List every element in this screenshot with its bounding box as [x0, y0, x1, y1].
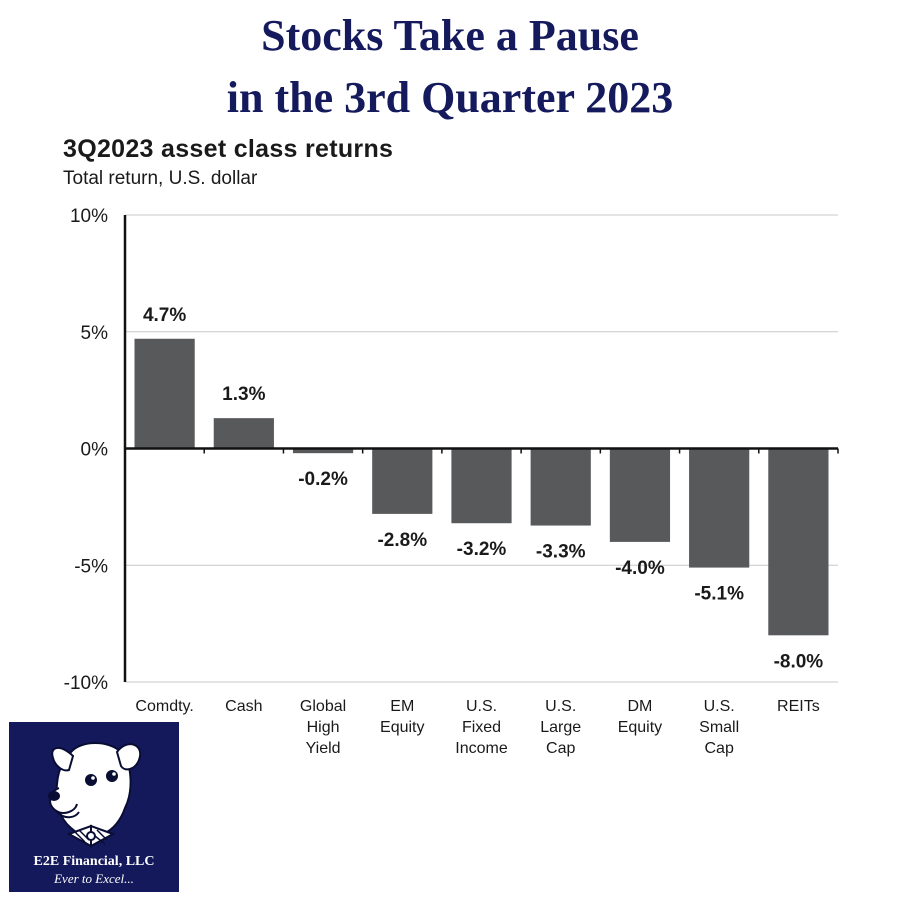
x-category-label: Yield [306, 740, 341, 757]
headline-line-1: Stocks Take a Pause [261, 11, 639, 60]
data-label: -8.0% [774, 651, 824, 672]
headline-line-2: in the 3rd Quarter 2023 [226, 73, 674, 122]
bar [530, 448, 591, 526]
data-label: -4.0% [615, 558, 665, 579]
x-category-label: Global [300, 698, 346, 715]
bar [689, 448, 750, 568]
data-label: 1.3% [222, 384, 265, 405]
bar [768, 448, 829, 636]
x-category-label: Comdty. [135, 698, 193, 715]
bar [134, 338, 195, 449]
x-category-label: Small [699, 719, 739, 736]
bar [213, 418, 274, 449]
y-tick-label: -5% [74, 556, 108, 577]
dog-with-bowtie-icon [48, 742, 142, 848]
x-category-label: Equity [380, 719, 424, 736]
x-category-label: REITs [777, 698, 820, 715]
logo-company-name: E2E Financial, LLC [33, 854, 155, 869]
bar [451, 448, 512, 524]
y-tick-label: -10% [64, 673, 108, 694]
bar [372, 448, 433, 514]
company-logo: E2E Financial, LLC Ever to Excel... [9, 722, 179, 892]
data-label: -5.1% [694, 584, 744, 605]
chart-title: 3Q2023 asset class returns [63, 135, 394, 163]
data-label: 4.7% [143, 305, 186, 326]
x-category-label: Equity [618, 719, 662, 736]
logo-tagline: Ever to Excel... [54, 871, 134, 886]
x-category-label: Fixed [462, 719, 501, 736]
bar [292, 448, 354, 454]
x-category-label: Income [455, 740, 508, 757]
bar [609, 448, 671, 542]
data-label: -2.8% [377, 530, 427, 551]
data-label: -0.2% [298, 469, 348, 490]
x-category-label: DM [627, 698, 652, 715]
x-category-label: EM [390, 698, 414, 715]
x-category-label: U.S. [704, 698, 735, 715]
x-category-label: High [307, 719, 340, 736]
y-tick-label: 10% [70, 206, 108, 227]
chart-subtitle: Total return, U.S. dollar [63, 168, 258, 189]
x-category-label: Cap [546, 740, 575, 757]
x-category-label: Large [540, 719, 581, 736]
y-tick-label: 0% [81, 440, 109, 461]
y-tick-label: 5% [81, 323, 109, 344]
x-category-label: U.S. [545, 698, 576, 715]
data-label: -3.3% [536, 542, 586, 563]
x-category-label: U.S. [466, 698, 497, 715]
data-label: -3.2% [457, 539, 507, 560]
x-category-label: Cap [704, 740, 733, 757]
x-category-label: Cash [225, 698, 262, 715]
